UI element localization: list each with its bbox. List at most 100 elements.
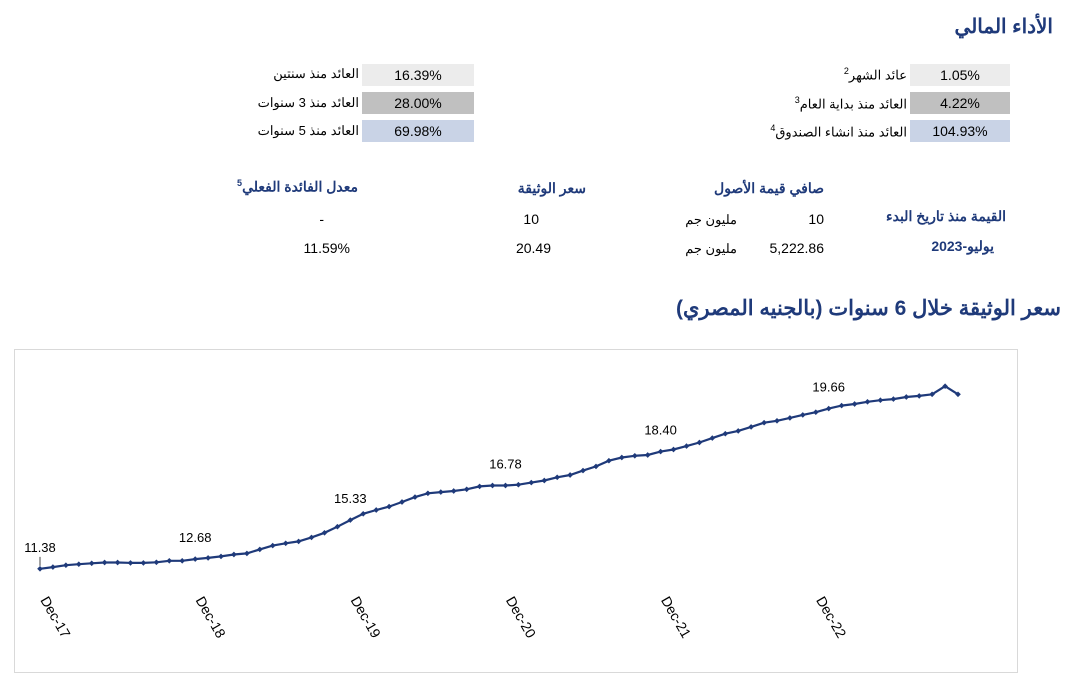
data-point: [955, 391, 961, 398]
data-point: [877, 397, 884, 404]
price-series-line: [39, 384, 959, 570]
data-point: [567, 472, 573, 478]
price-value-current: 20.49: [515, 240, 551, 256]
data-point: [425, 490, 431, 497]
data-point: [37, 565, 43, 572]
data-point: [787, 415, 793, 421]
data-point: [696, 439, 703, 446]
data-label: 15.33: [334, 491, 367, 506]
data-label: 16.78: [489, 457, 522, 472]
x-tick-label: Dec-21: [658, 594, 695, 641]
data-point: [774, 417, 780, 424]
performance-title: الأداء المالي: [954, 16, 1053, 38]
data-point: [127, 560, 134, 566]
rate-header: معدل الفائدة الفعلي5: [237, 178, 358, 195]
nav-value-current: 5,222.86: [769, 240, 825, 256]
data-label: 12.68: [179, 530, 212, 545]
data-point: [101, 559, 108, 566]
data-point: [412, 494, 418, 500]
return-month-label: عائد الشهر2: [843, 66, 907, 83]
data-point: [295, 538, 302, 545]
data-point: [618, 454, 625, 461]
data-point: [386, 503, 392, 510]
price-line-chart: 11.38 12.68 15.33 16.78 18.40 19.66 Dec-17 Dec…: [24, 380, 961, 641]
data-point: [838, 402, 845, 409]
data-point: [851, 401, 858, 407]
data-point: [735, 428, 742, 434]
data-point: [709, 435, 716, 441]
data-point: [657, 448, 664, 455]
data-point: [192, 556, 199, 562]
return-3y-value: 28.00%: [362, 92, 474, 114]
x-tick-label: Dec-22: [813, 594, 850, 641]
nav-value-inception: 10: [808, 211, 824, 227]
data-point: [825, 405, 832, 412]
nav-unit-current: مليون جم: [685, 241, 737, 256]
data-point: [88, 560, 95, 567]
data-point: [166, 557, 173, 564]
data-point: [942, 383, 948, 390]
rate-value-current: 11.59%: [303, 240, 350, 256]
data-point: [437, 489, 444, 495]
data-point: [114, 559, 121, 566]
data-point: [903, 394, 910, 400]
nav-header: صافي قيمة الأصول: [714, 180, 824, 196]
data-point: [761, 419, 767, 426]
x-tick-label: Dec-18: [193, 594, 230, 641]
data-point: [929, 391, 935, 398]
data-point: [670, 446, 677, 453]
data-point: [373, 507, 380, 513]
data-point: [489, 482, 496, 489]
return-ytd-value: 4.22%: [910, 92, 1010, 114]
return-5y-label: العائد منذ 5 سنوات: [257, 123, 359, 138]
data-point: [399, 499, 405, 505]
data-point: [308, 534, 315, 541]
return-ytd-label: العائد منذ بداية العام3: [794, 95, 907, 112]
data-point: [218, 553, 224, 560]
data-point: [606, 457, 612, 464]
return-3y-label: العائد منذ 3 سنوات: [257, 95, 359, 110]
data-point: [63, 562, 69, 569]
data-point: [347, 517, 354, 523]
data-point: [282, 540, 289, 547]
data-point: [256, 546, 263, 553]
data-point: [631, 452, 638, 459]
return-month-value: 1.05%: [910, 64, 1010, 86]
nav-unit-inception: مليون جم: [685, 212, 737, 227]
data-point: [554, 474, 561, 481]
data-point: [269, 542, 276, 549]
price-value-inception: 10: [523, 211, 539, 227]
price-header: سعر الوثيقة: [517, 180, 586, 196]
data-label: 11.38: [24, 540, 56, 555]
data-point: [153, 559, 160, 566]
data-point: [515, 481, 522, 488]
data-point: [748, 424, 754, 430]
data-point: [244, 550, 250, 557]
data-point: [463, 486, 470, 493]
return-5y-value: 69.98%: [362, 120, 474, 142]
data-point: [580, 467, 586, 474]
data-point: [205, 555, 211, 561]
date-row-label: يوليو-2023: [931, 238, 994, 254]
data-point: [593, 463, 599, 470]
data-point: [502, 482, 509, 489]
data-point: [450, 488, 457, 494]
data-point: [231, 551, 237, 558]
data-point: [528, 479, 535, 486]
x-tick-label: Dec-19: [348, 594, 385, 641]
data-point: [140, 560, 147, 566]
data-point: [476, 483, 483, 490]
data-point: [864, 398, 871, 405]
return-2y-label: العائد منذ سنتين: [273, 66, 359, 81]
data-point: [916, 393, 923, 399]
rate-value-inception: -: [319, 211, 324, 227]
data-point: [50, 564, 56, 570]
data-point: [683, 443, 690, 449]
x-tick-label: Dec-17: [37, 594, 74, 641]
data-point: [812, 409, 819, 416]
x-tick-label: Dec-20: [503, 594, 540, 641]
data-label: 18.40: [644, 423, 677, 438]
data-point: [722, 430, 729, 437]
inception-row-label: القيمة منذ تاريخ البدء: [886, 208, 1006, 224]
data-point: [799, 412, 806, 418]
